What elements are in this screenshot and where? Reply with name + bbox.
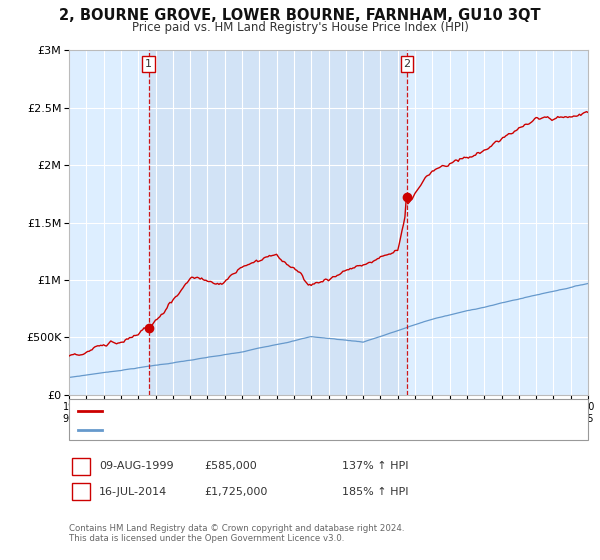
Text: £1,725,000: £1,725,000 — [204, 487, 268, 497]
Text: £585,000: £585,000 — [204, 461, 257, 472]
Text: 137% ↑ HPI: 137% ↑ HPI — [342, 461, 409, 472]
Text: 2, BOURNE GROVE, LOWER BOURNE, FARNHAM, GU10 3QT (detached house): 2, BOURNE GROVE, LOWER BOURNE, FARNHAM, … — [108, 405, 486, 416]
Text: Contains HM Land Registry data © Crown copyright and database right 2024.: Contains HM Land Registry data © Crown c… — [69, 524, 404, 533]
Text: 2: 2 — [77, 485, 85, 498]
Text: Price paid vs. HM Land Registry's House Price Index (HPI): Price paid vs. HM Land Registry's House … — [131, 21, 469, 34]
Text: 09-AUG-1999: 09-AUG-1999 — [99, 461, 173, 472]
Text: 1: 1 — [145, 59, 152, 69]
Text: 1: 1 — [77, 460, 85, 473]
Text: This data is licensed under the Open Government Licence v3.0.: This data is licensed under the Open Gov… — [69, 534, 344, 543]
Text: 16-JUL-2014: 16-JUL-2014 — [99, 487, 167, 497]
Text: 185% ↑ HPI: 185% ↑ HPI — [342, 487, 409, 497]
Bar — [149, 50, 407, 395]
Text: HPI: Average price, detached house, Waverley: HPI: Average price, detached house, Wave… — [108, 424, 334, 435]
Text: 2, BOURNE GROVE, LOWER BOURNE, FARNHAM, GU10 3QT: 2, BOURNE GROVE, LOWER BOURNE, FARNHAM, … — [59, 8, 541, 24]
Text: 2: 2 — [403, 59, 410, 69]
